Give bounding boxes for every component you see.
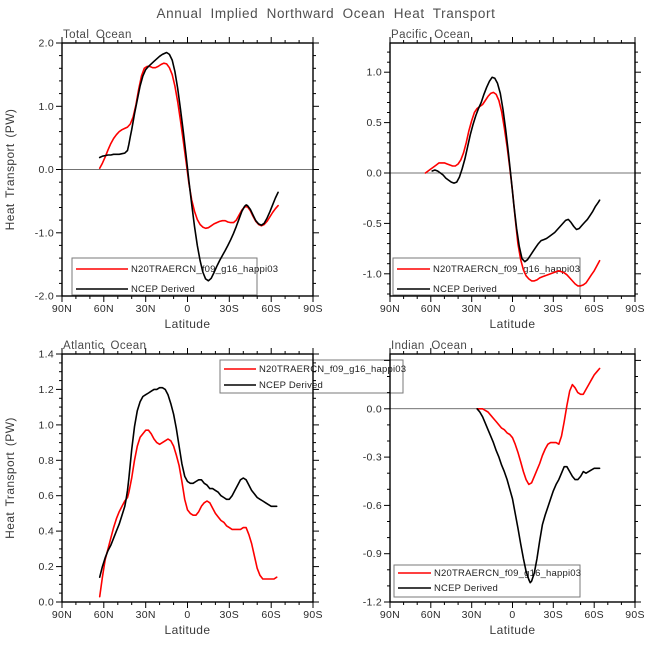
panel-pacific-ocean: N20TRAERCN_f09_g16_happi03 NCEP Derived 90… xyxy=(363,29,645,331)
x-tick-label: 30N xyxy=(462,303,482,315)
legend-entry-model-label: N20TRAERCN_f09_g16_happi03 xyxy=(434,568,581,579)
x-tick-label: 60S xyxy=(584,609,604,621)
x-tick-label: 30N xyxy=(136,609,156,621)
legend-entry-ncep-label: NCEP Derived xyxy=(434,583,498,594)
series-ncep-curve xyxy=(98,386,278,579)
figure-title: Annual Implied Northward Ocean Heat Tran… xyxy=(156,6,496,21)
y-ticks xyxy=(56,42,319,297)
x-tick-label: 90S xyxy=(625,303,645,315)
legend-entry-ncep-label: NCEP Derived xyxy=(433,284,497,295)
x-tick-label: 60S xyxy=(261,609,281,621)
x-axis-title: Latitude xyxy=(165,623,211,637)
legend: N20TRAERCN_f09_g16_happi03 NCEP Derived xyxy=(392,257,581,296)
x-tick-label: 30S xyxy=(220,303,240,315)
panel-title: Total Ocean xyxy=(63,29,132,41)
legend-entry-ncep-label: NCEP Derived xyxy=(259,380,323,391)
x-tick-label: 0 xyxy=(509,609,515,621)
y-tick-label: 0.2 xyxy=(39,561,55,573)
panel-title: Pacific Ocean xyxy=(391,29,470,41)
legend-entry-ncep-label: NCEP Derived xyxy=(131,284,195,295)
y-tick-label: 2.0 xyxy=(39,38,55,50)
y-ticks xyxy=(56,353,319,603)
y-ticks xyxy=(384,359,641,603)
y-tick-label: 1.4 xyxy=(39,349,55,361)
x-tick-label: 0 xyxy=(184,609,190,621)
x-ticks xyxy=(61,348,314,608)
legend-box xyxy=(393,564,581,598)
x-tick-label: 30S xyxy=(220,609,240,621)
x-tick-label: 60N xyxy=(94,303,114,315)
legend: N20TRAERCN_f09_g16_happi03 NCEP Derived xyxy=(71,257,278,296)
y-tick-label: 1.0 xyxy=(39,419,55,431)
y-ticks xyxy=(384,51,641,295)
x-tick-label: 90S xyxy=(303,303,323,315)
y-tick-label: -1.0 xyxy=(363,268,382,280)
x-tick-label: 60S xyxy=(261,303,281,315)
y-tick-label: 0.0 xyxy=(39,597,55,609)
y-tick-label: 0.0 xyxy=(367,168,383,180)
x-tick-label: 0 xyxy=(184,303,190,315)
x-tick-label: 30N xyxy=(136,303,156,315)
x-tick-label: 30S xyxy=(544,303,564,315)
y-tick-label: 0.8 xyxy=(39,455,55,467)
y-tick-label: 0.0 xyxy=(39,164,55,176)
legend-box xyxy=(219,359,404,394)
y-tick-label: 1.2 xyxy=(39,384,55,396)
x-tick-label: 90N xyxy=(52,609,72,621)
panel-title: Atlantic Ocean xyxy=(63,340,146,352)
x-tick-label: 90N xyxy=(380,609,400,621)
legend: N20TRAERCN_f09_g16_happi03 NCEP Derived xyxy=(219,359,406,394)
y-tick-label: 0.5 xyxy=(367,117,383,129)
legend-entry-model-label: N20TRAERCN_f09_g16_happi03 xyxy=(259,364,406,375)
x-axis-title: Latitude xyxy=(490,317,536,331)
x-tick-label: 0 xyxy=(509,303,515,315)
y-tick-label: -2.0 xyxy=(35,291,54,303)
x-tick-label: 60N xyxy=(421,609,441,621)
series-model-curve xyxy=(98,429,278,598)
x-tick-label: 60N xyxy=(421,303,441,315)
legend-box xyxy=(71,257,258,296)
panel-title: Indian Ocean xyxy=(391,340,467,352)
x-ticks xyxy=(389,348,636,608)
y-axis-title: Heat Transport (PW) xyxy=(3,109,17,231)
x-tick-label: 90S xyxy=(625,609,645,621)
legend-box xyxy=(392,257,581,296)
y-tick-label: -0.6 xyxy=(363,500,382,512)
panel-total-ocean: N20TRAERCN_f09_g16_happi03 NCEP Derived 90… xyxy=(3,29,323,331)
series-model-curve xyxy=(476,367,601,486)
x-tick-label: 30S xyxy=(544,609,564,621)
y-tick-label: 1.0 xyxy=(39,101,55,113)
series-ncep-curve xyxy=(431,76,601,263)
y-axis-title: Heat Transport (PW) xyxy=(3,417,17,539)
y-tick-label: -1.0 xyxy=(35,227,54,239)
series-ncep-curve xyxy=(476,407,601,584)
y-tick-label: -0.5 xyxy=(363,218,382,230)
x-tick-label: 90N xyxy=(52,303,72,315)
legend-entry-model-label: N20TRAERCN_f09_g16_happi03 xyxy=(131,264,278,275)
y-tick-label: -0.3 xyxy=(363,452,382,464)
panel-atlantic-ocean: N20TRAERCN_f09_g16_happi03 NCEP Derived 90… xyxy=(3,340,406,637)
y-tick-label: -1.2 xyxy=(363,597,382,609)
panel-indian-ocean: N20TRAERCN_f09_g16_happi03 NCEP Derived 90… xyxy=(363,340,645,637)
series-ncep-curve xyxy=(98,51,279,282)
x-ticks xyxy=(389,37,636,302)
x-tick-label: 90N xyxy=(380,303,400,315)
y-tick-label: -0.9 xyxy=(363,548,382,560)
legend-entry-model-label: N20TRAERCN_f09_g16_happi03 xyxy=(433,264,580,275)
x-tick-label: 60S xyxy=(584,303,604,315)
y-tick-label: 1.0 xyxy=(367,67,383,79)
x-tick-label: 90S xyxy=(303,609,323,621)
x-tick-label: 30N xyxy=(462,609,482,621)
y-tick-label: 0.6 xyxy=(39,490,55,502)
series-model-curve xyxy=(98,62,279,230)
legend: N20TRAERCN_f09_g16_happi03 NCEP Derived xyxy=(393,564,581,598)
x-axis-title: Latitude xyxy=(490,623,536,637)
x-tick-label: 60N xyxy=(94,609,114,621)
y-tick-label: 0.0 xyxy=(367,403,383,415)
x-axis-title: Latitude xyxy=(165,317,211,331)
x-ticks xyxy=(61,37,314,302)
y-tick-label: 0.4 xyxy=(39,526,55,538)
